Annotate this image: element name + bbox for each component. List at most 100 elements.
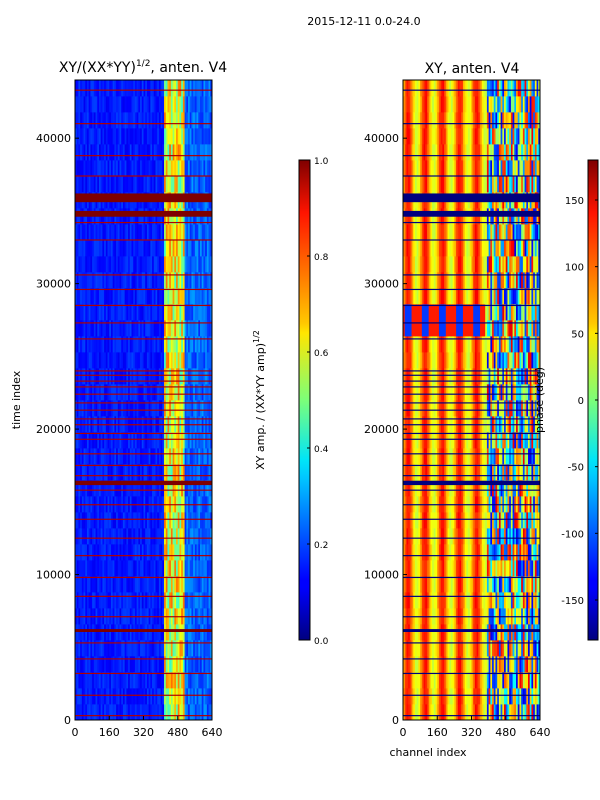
heatmap-cell: [203, 704, 206, 721]
heatmap-cell: [121, 160, 124, 177]
heatmap-cell: [121, 256, 124, 273]
heatmap-cell: [160, 384, 163, 401]
heatmap-cell: [116, 624, 119, 641]
heatmap-cell: [170, 448, 174, 465]
heatmap-cell: [102, 656, 105, 673]
heatmap-cell: [206, 96, 209, 113]
heatmap-cell: [80, 480, 83, 497]
heatmap-cell: [176, 128, 179, 145]
heatmap-cell: [93, 400, 96, 417]
heatmap-cell: [461, 464, 464, 481]
heatmap-cell: [181, 624, 184, 641]
heatmap-cell: [433, 672, 436, 689]
heatmap-cell: [124, 400, 127, 417]
heatmap-cell: [136, 592, 139, 609]
heatmap-cell: [414, 272, 418, 289]
heatmap-cell: [146, 256, 150, 273]
heatmap-cell: [438, 336, 442, 353]
left-panel-title: XY/(XX*YY)1/2, anten. V4: [59, 59, 227, 76]
heatmap-cell: [83, 480, 86, 497]
heatmap-cell: [150, 432, 153, 449]
heatmap-cell: [122, 368, 126, 385]
heatmap-cell: [104, 336, 107, 353]
heatmap-cell: [98, 240, 102, 257]
heatmap-cell: [80, 176, 83, 193]
heatmap-cell: [170, 640, 174, 657]
heatmap-cell: [122, 352, 126, 369]
heatmap-cell: [198, 464, 201, 481]
heatmap-cell: [440, 480, 443, 497]
heatmap-cell: [81, 176, 84, 193]
heatmap-cell: [117, 512, 120, 529]
heatmap-cell: [86, 96, 90, 113]
heatmap-cell: [414, 640, 418, 657]
heatmap-cell: [179, 96, 182, 113]
heatmap-cell: [136, 288, 139, 305]
heatmap-cell: [102, 464, 105, 481]
heatmap-cell: [432, 288, 435, 305]
heatmap-cell: [81, 80, 84, 97]
heatmap-cell: [109, 640, 112, 657]
heatmap-cell: [193, 176, 196, 193]
heatmap-cell: [200, 256, 203, 273]
heatmap-cell: [404, 464, 407, 481]
heatmap-cell: [406, 688, 409, 705]
heatmap-cell: [150, 304, 153, 321]
heatmap-cell: [174, 624, 177, 641]
heatmap-cell: [92, 304, 95, 321]
heatmap-cell: [90, 384, 93, 401]
heatmap-cell: [447, 352, 450, 369]
heatmap-cell: [438, 624, 442, 641]
heatmap-cell: [452, 240, 455, 257]
heatmap-cell: [164, 384, 167, 401]
heatmap-cell: [131, 576, 134, 593]
heatmap-cell: [145, 624, 148, 641]
heatmap-cell: [440, 256, 443, 273]
heatmap-cell: [203, 256, 206, 273]
heatmap-cell: [143, 384, 146, 401]
heatmap-cell: [468, 320, 471, 337]
heatmap-cell: [188, 224, 191, 241]
heatmap-cell: [157, 256, 160, 273]
heatmap-cell: [468, 672, 471, 689]
heatmap-cell: [97, 80, 100, 97]
heatmap-cell: [404, 432, 407, 449]
heatmap-cell: [449, 96, 452, 113]
heatmap-cell: [85, 704, 88, 721]
heatmap-cell: [174, 560, 177, 577]
heatmap-cell: [435, 240, 438, 257]
heatmap-cell: [95, 112, 98, 129]
heatmap-cell: [471, 224, 474, 241]
heatmap-cell: [459, 480, 462, 497]
heatmap-cell: [85, 352, 88, 369]
heatmap-cell: [100, 272, 103, 289]
heatmap-cell: [145, 464, 148, 481]
heatmap-cell: [462, 640, 466, 657]
heatmap-cell: [196, 112, 199, 129]
heatmap-cell: [193, 528, 196, 545]
heatmap-cell: [414, 336, 418, 353]
heatmap-cell: [114, 672, 117, 689]
heatmap-cell: [119, 80, 122, 97]
heatmap-cell: [146, 368, 150, 385]
heatmap-cell: [153, 352, 156, 369]
heatmap-cell: [435, 96, 438, 113]
heatmap-cell: [450, 528, 454, 545]
heatmap-cell: [449, 464, 452, 481]
heatmap-cell: [404, 384, 407, 401]
heatmap-cell: [177, 224, 180, 241]
heatmap-cell: [107, 224, 110, 241]
heatmap-cell: [167, 224, 170, 241]
heatmap-cell: [95, 288, 98, 305]
heatmap-cell: [164, 400, 167, 417]
heatmap-cell: [469, 256, 472, 273]
heatmap-cell: [466, 224, 469, 241]
heatmap-cell: [459, 592, 462, 609]
heatmap-cell: [165, 560, 168, 577]
heatmap-cell: [403, 320, 406, 337]
heatmap-cell: [457, 624, 460, 641]
heatmap-cell: [88, 240, 91, 257]
heatmap-cell: [167, 512, 170, 529]
heatmap-cell: [452, 128, 455, 145]
